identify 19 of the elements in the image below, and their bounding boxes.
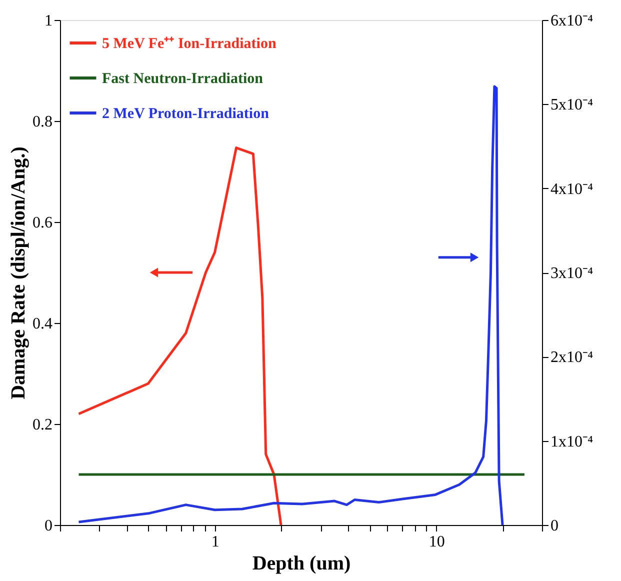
y-tick-label: 0 xyxy=(44,518,52,534)
x-axis-title: Depth (um) xyxy=(252,552,351,574)
y-tick-label: 1 xyxy=(44,12,52,30)
y2-tick-label: 2x10⁻⁴ xyxy=(550,349,594,366)
y2-tick-label: 5x10⁻⁴ xyxy=(550,96,594,114)
y2-tick-label: 3x10⁻⁴ xyxy=(550,265,594,282)
legend-label: Fast Neutron-Irradiation xyxy=(102,71,264,87)
y-axis-title: Damage Rate (displ/ion/Ang.) xyxy=(8,146,30,400)
y2-tick-label: 6x10⁻⁴ xyxy=(550,12,594,30)
y2-tick-label: 1x10⁻⁴ xyxy=(550,433,594,450)
y-tick-label: 0.8 xyxy=(32,114,52,130)
legend-label: 2 MeV Proton-Irradiation xyxy=(102,106,270,122)
y2-tick-label: 0 xyxy=(550,518,558,534)
y-tick-label: 0.2 xyxy=(32,416,52,434)
legend-label: 5 MeV Fe⁺⁺ Ion-Irradiation xyxy=(102,36,277,52)
y2-tick-label: 4x10⁻⁴ xyxy=(550,180,594,198)
y-tick-label: 0.6 xyxy=(32,214,52,232)
x-tick-label: 10 xyxy=(428,534,445,550)
y-tick-label: 0.4 xyxy=(32,316,52,332)
